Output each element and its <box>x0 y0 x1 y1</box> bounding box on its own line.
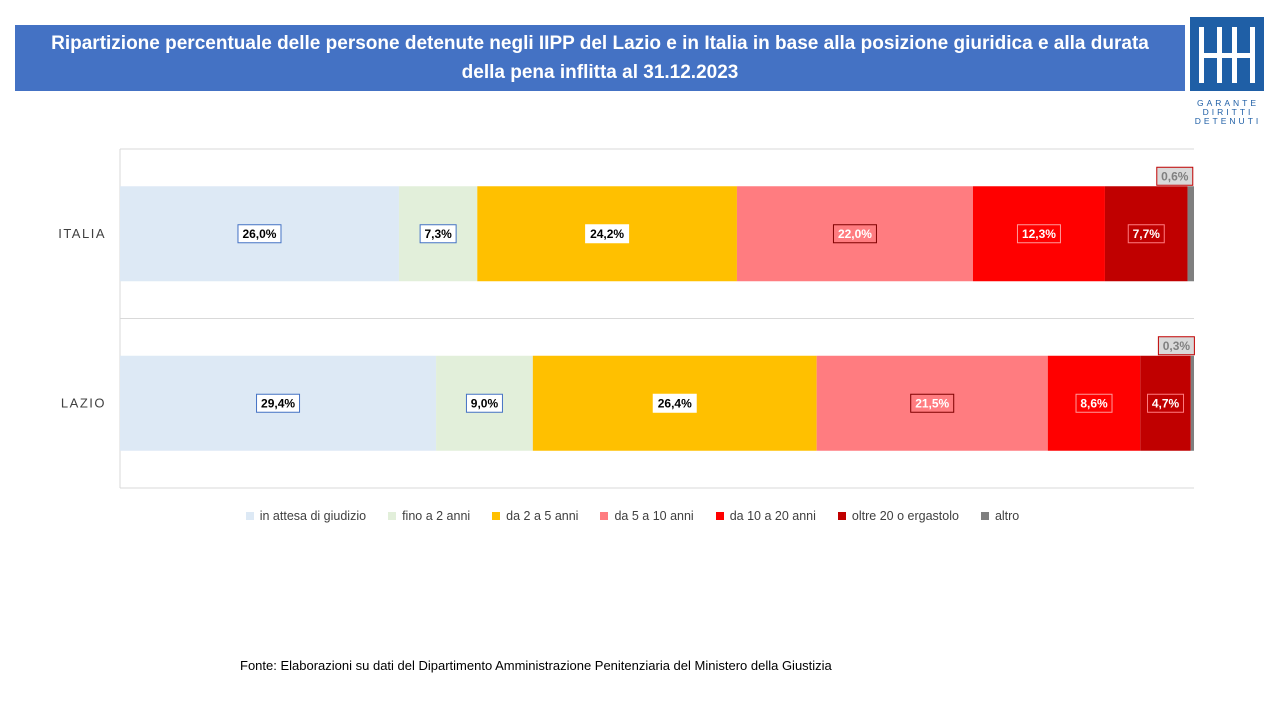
category-label: LAZIO <box>61 395 106 410</box>
data-label-box <box>1156 166 1194 186</box>
data-label-box <box>910 393 955 413</box>
data-label: 26,0% <box>242 227 276 241</box>
legend-label: da 10 a 20 anni <box>729 509 816 523</box>
data-label-box <box>256 393 301 413</box>
chart-title: Ripartizione percentuale delle persone d… <box>15 25 1185 91</box>
legend-swatch <box>837 512 846 520</box>
legend-label: da 5 a 10 anni <box>614 509 694 523</box>
data-label-box <box>1157 336 1195 356</box>
data-label: 0,3% <box>1163 339 1191 353</box>
legend-label: in attesa di giudizio <box>259 509 367 523</box>
logo-text-line: DIRITTI <box>1202 107 1254 117</box>
data-label-box <box>419 224 457 244</box>
data-label: 29,4% <box>261 396 295 410</box>
data-label-box <box>1075 393 1113 413</box>
logo-text-line: GARANTE <box>1196 98 1260 108</box>
legend-label: fino a 2 anni <box>402 509 471 523</box>
source-note: Fonte: Elaborazioni su dati del Dipartim… <box>240 658 832 673</box>
data-label: 7,7% <box>1133 227 1161 241</box>
legend-swatch <box>245 512 254 520</box>
legend-item: in attesa di giudizio <box>245 509 367 523</box>
bar-segment <box>1187 186 1194 282</box>
legend-item: fino a 2 anni <box>388 509 470 523</box>
data-label-box <box>1147 393 1185 413</box>
legend-swatch <box>600 512 609 520</box>
data-label: 22,0% <box>838 227 872 241</box>
chart-legend: in attesa di giudizio fino a 2 anni da 2 a… <box>0 507 1265 525</box>
legend-item: oltre 20 o ergastolo <box>837 509 959 523</box>
data-label-box <box>1127 224 1165 244</box>
data-label-box <box>237 224 282 244</box>
data-label: 12,3% <box>1022 227 1056 241</box>
chart-plot: ITALIA 26,0% 7,3% 24,2% 22,0% 12,3% 7,7% 0,6% LA… <box>58 148 1195 489</box>
data-label: 8,6% <box>1080 396 1108 410</box>
data-label: 7,3% <box>424 227 452 241</box>
legend-label: da 2 a 5 anni <box>506 509 579 523</box>
legend-swatch <box>388 512 397 520</box>
data-label-box <box>465 393 503 413</box>
legend-swatch <box>715 512 724 520</box>
category-label: ITALIA <box>58 226 106 241</box>
legend-item: altro <box>980 509 1020 523</box>
legend-swatch <box>492 512 501 520</box>
legend-item: da 2 a 5 anni <box>492 509 578 523</box>
legend-swatch <box>980 512 989 520</box>
data-label: 24,2% <box>590 227 624 241</box>
data-label: 4,7% <box>1152 396 1180 410</box>
data-label-box <box>832 224 877 244</box>
legend-label: oltre 20 o ergastolo <box>851 509 959 523</box>
data-label: 21,5% <box>915 396 949 410</box>
data-label: 26,4% <box>658 396 692 410</box>
data-label-box <box>652 393 697 413</box>
legend-item: da 10 a 20 anni <box>715 509 816 523</box>
data-label-box <box>585 224 630 244</box>
garante-logo: GARANTE DIRITTI DETENUTI <box>1188 17 1268 127</box>
legend-label: altro <box>994 509 1020 523</box>
logo-mark-icon <box>1190 17 1264 91</box>
bar-segment <box>1190 355 1194 451</box>
data-label: 0,6% <box>1161 169 1189 183</box>
legend-item: da 5 a 10 anni <box>600 509 694 523</box>
logo-text-line: DETENUTI <box>1194 116 1262 126</box>
data-label: 9,0% <box>471 396 499 410</box>
data-label-box <box>1016 224 1061 244</box>
